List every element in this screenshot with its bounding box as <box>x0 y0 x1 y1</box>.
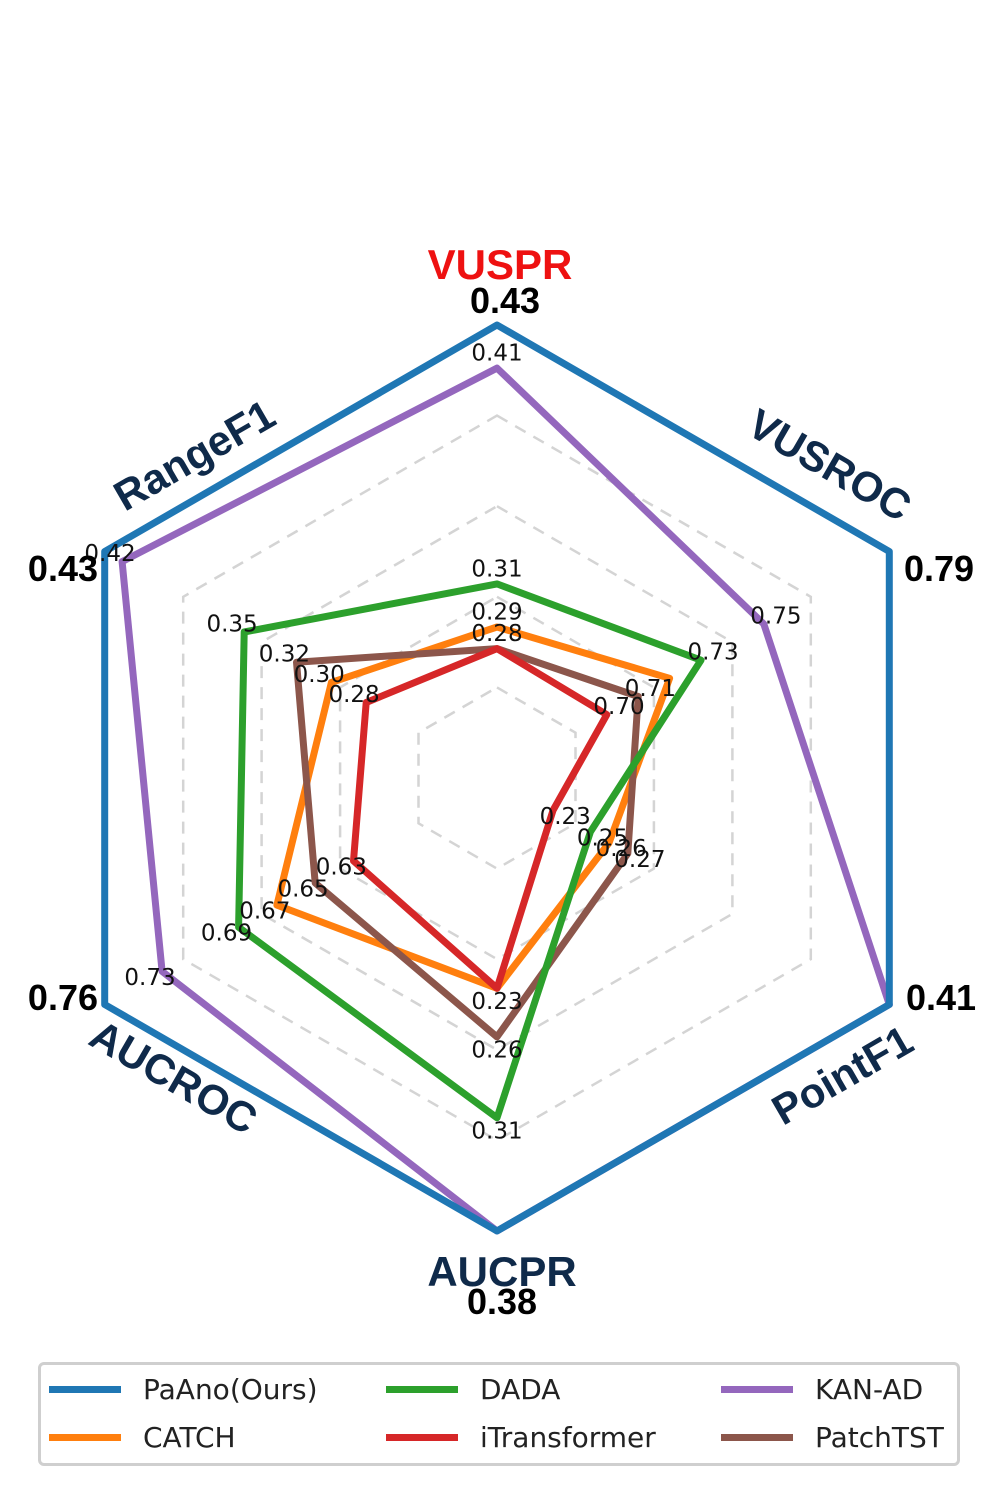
best-value-rangef1: 0.43 <box>28 548 98 589</box>
data-label-itransformer-pointf1: 0.23 <box>540 804 591 830</box>
series-lines <box>101 321 893 1235</box>
data-label-itransformer-rangef1: 0.28 <box>328 682 379 708</box>
data-label-catch-aucpr: 0.23 <box>471 989 522 1015</box>
data-label-catch-rangef1: 0.30 <box>294 662 345 688</box>
legend-swatch <box>721 1433 793 1441</box>
legend-item-catch: CATCH <box>49 1417 236 1457</box>
data-label-patchtst-aucroc: 0.65 <box>277 877 328 903</box>
series-patchtst <box>293 645 642 1041</box>
data-label-catch-vuspr: 0.29 <box>471 600 522 626</box>
legend-label: CATCH <box>143 1420 236 1454</box>
radar-chart: 0.290.260.230.670.300.310.730.250.310.69… <box>28 241 976 1322</box>
data-labels: 0.290.260.230.670.300.310.730.250.310.69… <box>84 341 801 1145</box>
radar-grid <box>181 414 813 1142</box>
data-label-catch-pointf1: 0.26 <box>596 836 647 862</box>
best-value-vuspr: 0.43 <box>470 280 540 321</box>
data-label-kan-ad-rangef1: 0.42 <box>84 541 135 567</box>
data-label-catch-aucroc: 0.67 <box>239 899 290 925</box>
series-dada <box>235 580 705 1122</box>
legend: PaAno(Ours) DADA KAN-AD CATCH iTransformer Pa… <box>38 1362 960 1466</box>
legend-swatch <box>386 1433 458 1441</box>
best-value-aucroc: 0.76 <box>28 977 98 1018</box>
data-label-dada-pointf1: 0.25 <box>577 825 628 851</box>
data-label-patchtst-aucpr: 0.26 <box>471 1037 522 1063</box>
axis-title-vuspr: VUSPR <box>428 241 573 288</box>
legend-label: DADA <box>480 1372 561 1406</box>
axis-title-aucpr: AUCPR <box>427 1248 576 1295</box>
legend-label: PatchTST <box>815 1420 944 1454</box>
data-label-kan-ad-vusroc: 0.75 <box>750 604 801 630</box>
data-label-dada-aucpr: 0.31 <box>471 1118 522 1144</box>
legend-label: PaAno(Ours) <box>143 1372 318 1406</box>
legend-item-kan-ad: KAN-AD <box>721 1369 923 1409</box>
legend-item-paano-ours: PaAno(Ours) <box>49 1369 318 1409</box>
legend-label: iTransformer <box>480 1420 656 1454</box>
axis-labels: VUSPR0.43VUSROC0.79PointF10.41AUCPR0.38A… <box>28 241 976 1322</box>
data-label-patchtst-pointf1: 0.27 <box>614 847 665 873</box>
best-value-aucpr: 0.38 <box>467 1281 537 1322</box>
data-label-kan-ad-vuspr: 0.41 <box>471 341 522 367</box>
data-label-dada-vusroc: 0.73 <box>687 640 738 666</box>
data-label-kan-ad-aucroc: 0.73 <box>124 965 175 991</box>
legend-swatch <box>386 1385 458 1393</box>
data-label-itransformer-vusroc: 0.70 <box>593 694 644 720</box>
grid-ring-3 <box>260 504 734 1052</box>
axis-title-vusroc: VUSROC <box>740 400 919 531</box>
legend-label: KAN-AD <box>815 1372 924 1406</box>
data-label-itransformer-vuspr: 0.28 <box>471 621 522 647</box>
data-label-patchtst-rangef1: 0.32 <box>259 642 310 668</box>
legend-item-patchtst: PatchTST <box>721 1417 944 1457</box>
data-label-patchtst-vusroc: 0.71 <box>625 676 676 702</box>
best-value-vusroc: 0.79 <box>904 548 974 589</box>
legend-item-dada: DADA <box>386 1369 560 1409</box>
data-label-dada-aucroc: 0.69 <box>201 921 252 947</box>
legend-swatch <box>721 1385 793 1393</box>
legend-item-itransformer: iTransformer <box>386 1417 656 1457</box>
data-label-dada-rangef1: 0.35 <box>206 612 257 638</box>
series-itransformer <box>350 645 611 992</box>
legend-swatch <box>49 1385 121 1393</box>
data-label-itransformer-aucroc: 0.63 <box>316 854 367 880</box>
series-paano-ours <box>101 321 893 1235</box>
best-value-pointf1: 0.41 <box>906 977 976 1018</box>
data-label-dada-vuspr: 0.31 <box>471 556 522 582</box>
grid-ring-4 <box>181 414 813 1142</box>
legend-swatch <box>49 1433 121 1441</box>
grid-ring-2 <box>338 595 656 961</box>
grid-ring-1 <box>417 685 577 871</box>
